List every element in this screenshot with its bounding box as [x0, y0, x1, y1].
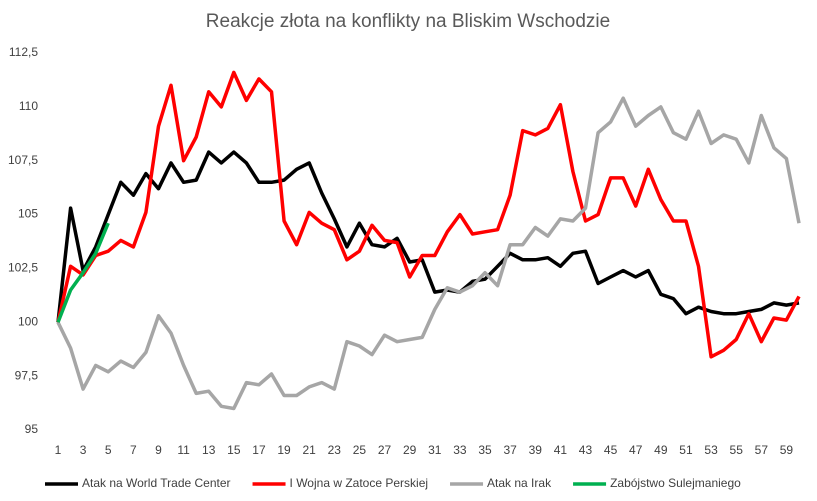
- x-tick-label: 29: [403, 443, 417, 457]
- x-tick-label: 13: [202, 443, 216, 457]
- y-tick-label: 110: [19, 99, 38, 113]
- legend-label: Atak na World Trade Center: [82, 476, 231, 490]
- x-tick-label: 7: [130, 443, 137, 457]
- x-tick-label: 49: [654, 443, 668, 457]
- x-tick-label: 33: [453, 443, 467, 457]
- x-tick-label: 3: [80, 443, 87, 457]
- x-tick-label: 47: [629, 443, 643, 457]
- x-tick-label: 31: [428, 443, 442, 457]
- legend-label: Zabójstwo Sulejmaniego: [610, 476, 741, 490]
- series-line: [56, 222, 110, 323]
- x-tick-label: 39: [529, 443, 543, 457]
- x-tick-label: 41: [554, 443, 568, 457]
- x-tick-label: 35: [478, 443, 492, 457]
- x-tick-label: 55: [730, 443, 744, 457]
- y-tick-label: 100: [18, 314, 38, 328]
- series-line: [56, 150, 800, 323]
- x-tick-label: 43: [579, 443, 593, 457]
- y-tick-label: 105: [18, 207, 38, 221]
- x-tick-label: 51: [679, 443, 693, 457]
- x-tick-label: 5: [105, 443, 112, 457]
- x-tick-label: 27: [378, 443, 392, 457]
- y-tick-label: 95: [25, 422, 39, 436]
- series-line: [56, 96, 801, 411]
- x-tick-label: 45: [604, 443, 618, 457]
- x-tick-label: 57: [755, 443, 769, 457]
- legend-label: Atak na Irak: [487, 476, 552, 490]
- x-tick-label: 1: [55, 443, 62, 457]
- x-tick-label: 19: [277, 443, 291, 457]
- x-tick-label: 23: [328, 443, 342, 457]
- y-tick-label: 112,5: [9, 45, 38, 59]
- x-tick-label: 15: [227, 443, 241, 457]
- x-tick-label: 53: [704, 443, 718, 457]
- x-tick-label: 21: [303, 443, 317, 457]
- x-tick-label: 17: [252, 443, 266, 457]
- y-tick-label: 102,5: [8, 261, 38, 275]
- x-tick-label: 11: [177, 443, 190, 457]
- x-tick-label: 9: [155, 443, 162, 457]
- x-tick-label: 59: [780, 443, 794, 457]
- chart-title: Reakcje złota na konflikty na Bliskim Ws…: [206, 11, 610, 32]
- legend-label: I Wojna w Zatoce Perskiej: [290, 476, 429, 490]
- y-tick-label: 107,5: [8, 153, 38, 167]
- x-tick-label: 37: [503, 443, 517, 457]
- x-tick-label: 25: [353, 443, 367, 457]
- y-tick-label: 97,5: [15, 368, 39, 382]
- series-line: [56, 70, 801, 359]
